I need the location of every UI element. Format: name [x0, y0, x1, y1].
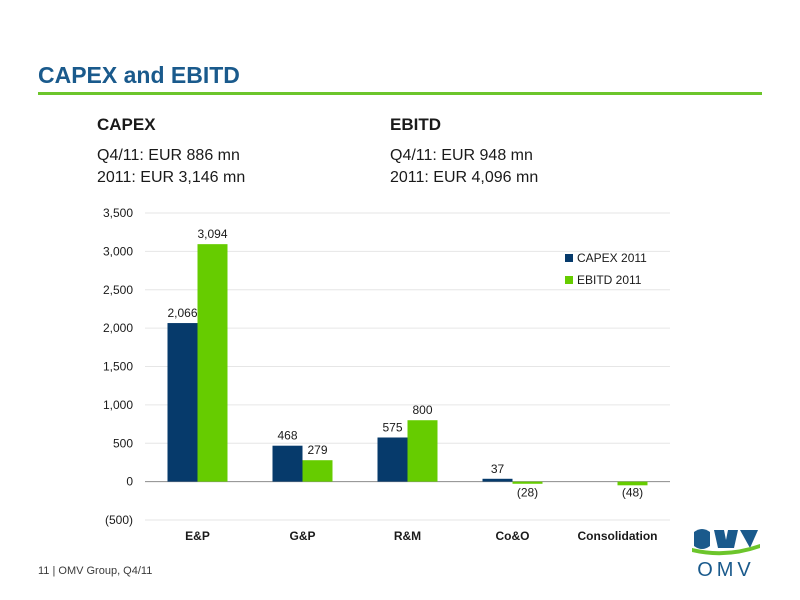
capex-kpi-block: CAPEX Q4/11: EUR 886 mn 2011: EUR 3,146 …: [97, 115, 245, 189]
bar-capex: [272, 445, 303, 482]
x-category-label: Consolidation: [578, 529, 658, 543]
omv-logo: OMV: [692, 529, 760, 580]
data-label: 279: [307, 443, 327, 457]
data-label: 37: [491, 462, 505, 476]
y-tick-label: 2,500: [103, 283, 133, 297]
data-label: 575: [382, 420, 402, 434]
data-label: 800: [412, 403, 432, 417]
legend-label: CAPEX 2011: [577, 251, 647, 265]
legend-swatch: [565, 276, 573, 284]
x-category-label: G&P: [289, 529, 315, 543]
data-label: 2,066: [167, 306, 197, 320]
y-tick-label: 3,500: [103, 206, 133, 220]
bar-capex: [377, 437, 408, 482]
slide-title: CAPEX and EBITD: [38, 62, 240, 88]
legend-label: EBITD 2011: [577, 273, 642, 287]
data-label: 3,094: [197, 227, 227, 241]
logo-text: OMV: [697, 559, 755, 580]
x-category-label: E&P: [185, 529, 210, 543]
bar-ebitd: [512, 481, 543, 484]
bar-capex: [167, 323, 198, 482]
title-rule: [38, 92, 762, 95]
capex-q4-value: Q4/11: EUR 886 mn: [97, 147, 240, 164]
capex-year-value: 2011: EUR 3,146 mn: [97, 169, 246, 186]
ebitd-year-value: 2011: EUR 4,096 mn: [390, 169, 539, 186]
y-tick-label: 1,000: [103, 398, 133, 412]
bar-ebitd: [197, 244, 228, 482]
ebitd-heading: EBITD: [390, 115, 441, 134]
bar-capex: [482, 478, 513, 482]
ebitd-q4-value: Q4/11: EUR 948 mn: [390, 147, 533, 164]
y-tick-label: (500): [105, 513, 133, 527]
x-category-label: R&M: [394, 529, 421, 543]
capex-heading: CAPEX: [97, 115, 156, 134]
x-category-label: Co&O: [496, 529, 530, 543]
bar-ebitd: [302, 460, 333, 482]
legend-swatch: [565, 254, 573, 262]
data-label: 468: [277, 429, 297, 443]
bar-ebitd: [617, 481, 648, 486]
y-tick-label: 2,000: [103, 321, 133, 335]
footer-text: 11 | OMV Group, Q4/11: [38, 565, 153, 577]
data-label: (48): [622, 486, 643, 500]
y-tick-label: 3,000: [103, 244, 133, 258]
y-tick-label: 500: [113, 436, 133, 450]
data-label: (28): [517, 486, 538, 500]
logo-mark: [692, 529, 760, 556]
y-tick-label: 0: [126, 475, 133, 489]
bar-ebitd: [407, 420, 438, 482]
y-tick-label: 1,500: [103, 360, 133, 374]
ebitd-kpi-block: EBITD Q4/11: EUR 948 mn 2011: EUR 4,096 …: [390, 115, 538, 189]
